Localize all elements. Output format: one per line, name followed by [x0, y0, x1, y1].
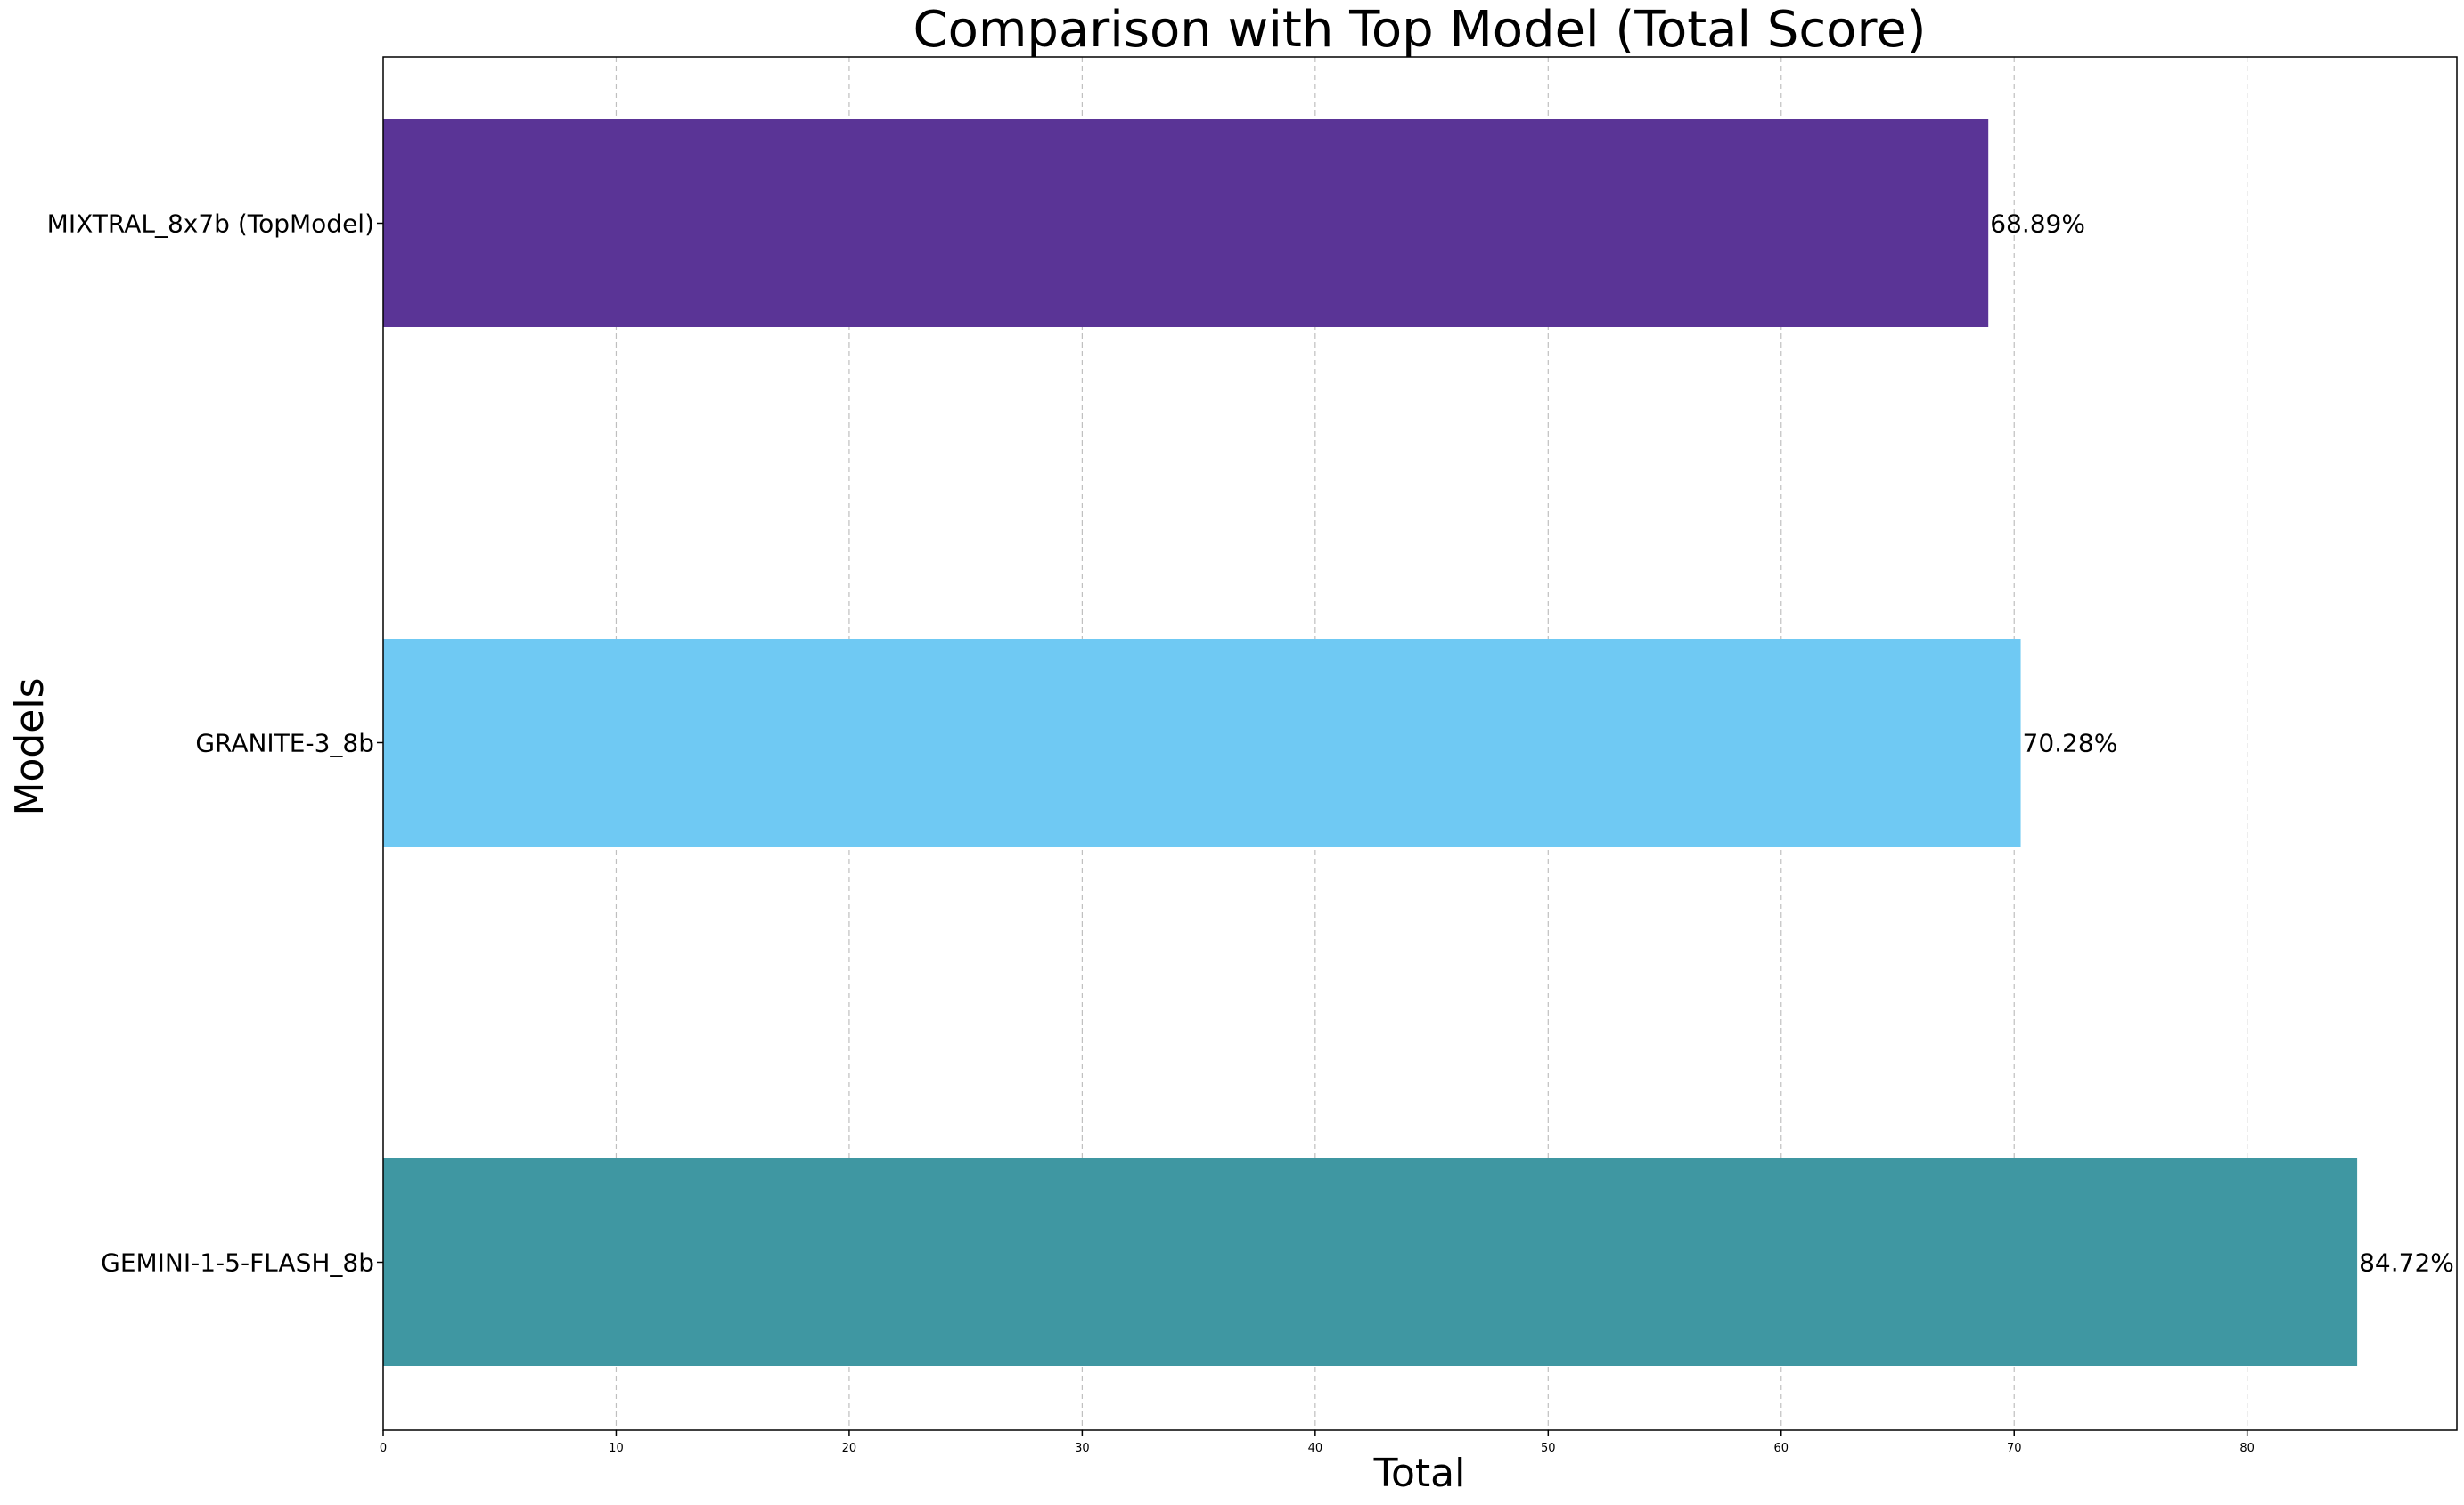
bar-value-labels: 68.89% 70.28% 84.72%	[1990, 209, 2454, 1278]
y-tick-label: MIXTRAL_8x7b (TopModel)	[47, 209, 374, 239]
x-tick-label: 70	[2007, 1442, 2022, 1455]
bar	[383, 1158, 2358, 1366]
bar	[383, 639, 2021, 847]
bar-value-label: 70.28%	[2023, 729, 2118, 758]
plot-frame	[382, 56, 2458, 1431]
y-tick-label: GRANITE-3_8b	[195, 729, 374, 758]
y-axis-label: Models	[7, 677, 53, 815]
x-tick-label: 50	[1541, 1442, 1556, 1455]
x-tick-label: 30	[1075, 1442, 1090, 1455]
x-tick-label: 60	[1773, 1442, 1789, 1455]
x-tick-label: 20	[842, 1442, 857, 1455]
chart-title: Comparison with Top Model (Total Score)	[913, 1, 1926, 59]
y-tick-labels: MIXTRAL_8x7b (TopModel) GRANITE-3_8b GEMIN…	[47, 209, 383, 1278]
x-tick-label: 10	[609, 1442, 624, 1455]
x-tick-label: 40	[1308, 1442, 1323, 1455]
y-tick-label: GEMINI-1-5-FLASH_8b	[101, 1248, 374, 1278]
bars	[383, 119, 2358, 1366]
bar-value-label: 68.89%	[1990, 209, 2085, 239]
x-tick-labels: 0 10 20 30 40 50 60 70 80	[380, 1430, 2255, 1455]
bar-value-label: 84.72%	[2359, 1248, 2454, 1278]
x-tick-label: 80	[2239, 1442, 2255, 1455]
x-tick-label: 0	[380, 1442, 387, 1455]
x-axis-label: Total	[1373, 1451, 1466, 1496]
bar	[383, 119, 1989, 327]
